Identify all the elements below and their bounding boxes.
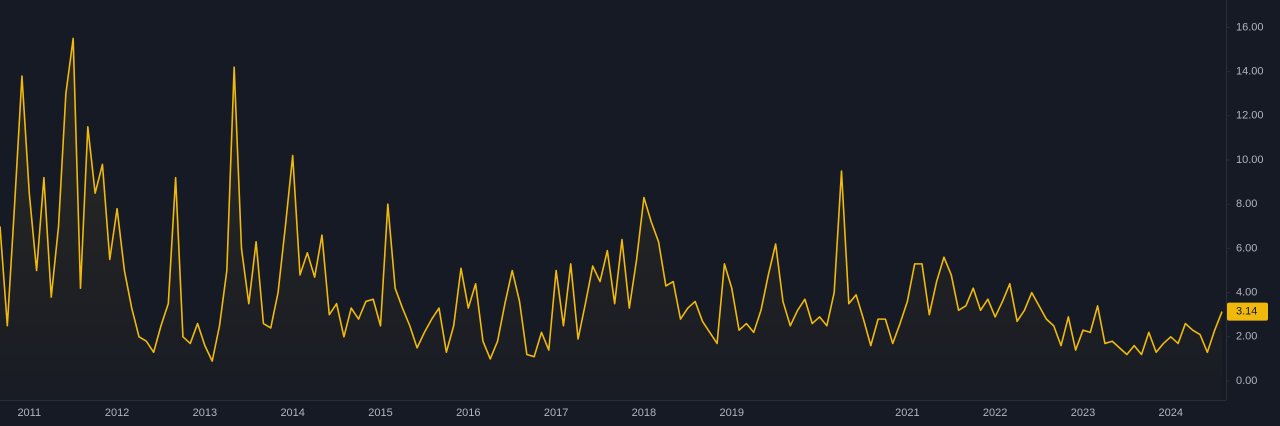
x-tick-label: 2014 bbox=[280, 407, 304, 419]
y-tick-label: 2.00 bbox=[1236, 331, 1257, 343]
x-tick-label: 2021 bbox=[895, 407, 919, 419]
x-tick-label: 2015 bbox=[368, 407, 392, 419]
x-tick-label: 2017 bbox=[544, 407, 568, 419]
x-tick-label: 2012 bbox=[105, 407, 129, 419]
x-tick-label: 2019 bbox=[719, 407, 743, 419]
area bbox=[0, 38, 1222, 400]
last-value-badge bbox=[1227, 302, 1268, 321]
y-tick-label: 14.00 bbox=[1236, 66, 1264, 78]
x-tick-label: 2011 bbox=[17, 407, 41, 419]
x-tick-label: 2022 bbox=[983, 407, 1007, 419]
y-tick-label: 0.00 bbox=[1236, 375, 1257, 387]
y-tick-label: 8.00 bbox=[1236, 198, 1257, 210]
y-tick-label: 6.00 bbox=[1236, 242, 1257, 254]
x-tick-label: 2018 bbox=[632, 407, 656, 419]
x-tick-label: 2016 bbox=[456, 407, 480, 419]
price-line bbox=[0, 37, 1223, 362]
y-tick-label: 4.00 bbox=[1236, 287, 1257, 299]
x-tick-label: 2013 bbox=[193, 407, 217, 419]
y-tick-label: 12.00 bbox=[1236, 110, 1264, 122]
x-tick-label: 2024 bbox=[1159, 407, 1183, 419]
x-tick-label: 2023 bbox=[1071, 407, 1095, 419]
y-tick-label: 16.00 bbox=[1236, 21, 1264, 33]
last-value-label: 3.14 bbox=[1236, 306, 1257, 318]
y-tick-label: 10.00 bbox=[1236, 154, 1264, 166]
